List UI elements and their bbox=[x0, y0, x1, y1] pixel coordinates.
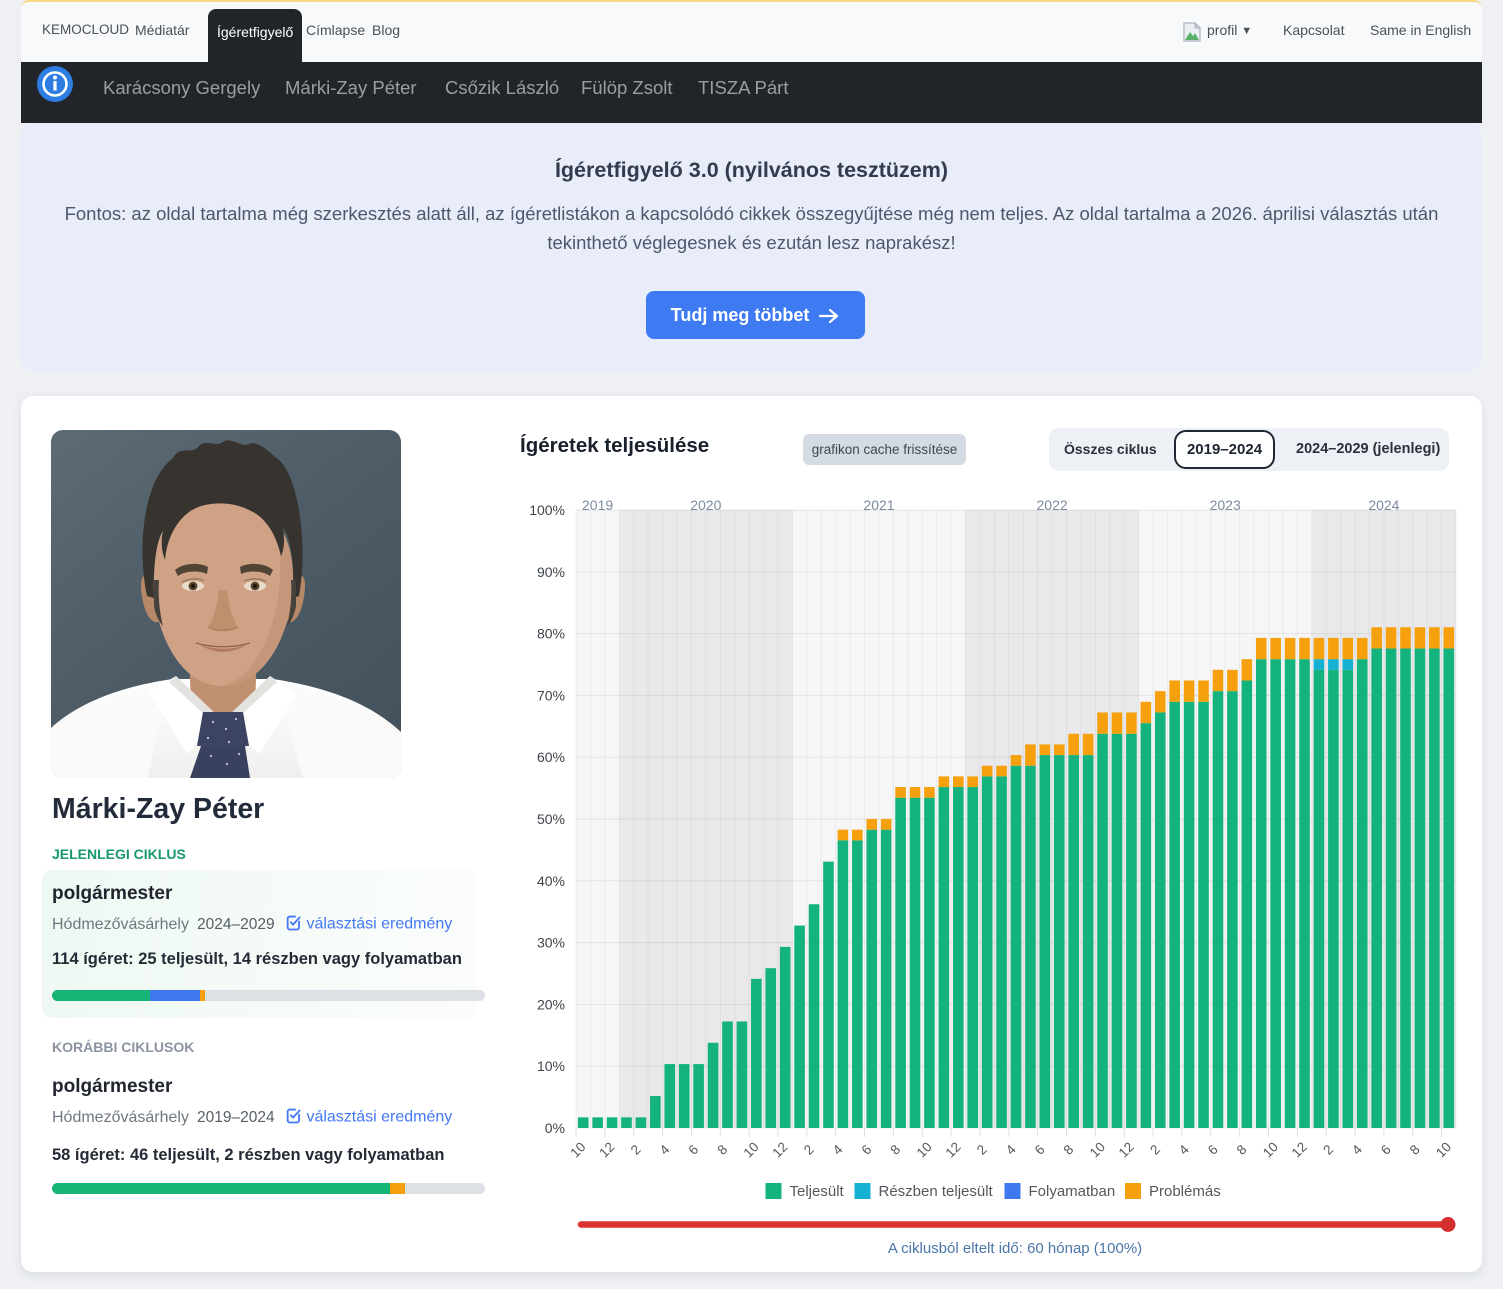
svg-text:2: 2 bbox=[801, 1142, 817, 1158]
svg-text:2021: 2021 bbox=[863, 497, 894, 513]
svg-text:6: 6 bbox=[1205, 1142, 1221, 1158]
svg-text:10: 10 bbox=[914, 1139, 935, 1160]
svg-text:40%: 40% bbox=[537, 873, 565, 889]
svg-text:4: 4 bbox=[1176, 1142, 1192, 1158]
svg-text:2024: 2024 bbox=[1368, 497, 1399, 513]
svg-text:8: 8 bbox=[714, 1142, 730, 1158]
svg-text:Folyamatban: Folyamatban bbox=[1029, 1183, 1116, 1200]
svg-text:12: 12 bbox=[596, 1139, 617, 1160]
svg-text:4: 4 bbox=[1349, 1142, 1365, 1158]
svg-text:A ciklusból eltelt idő: 60 hón: A ciklusból eltelt idő: 60 hónap (100%) bbox=[888, 1240, 1142, 1257]
svg-text:2: 2 bbox=[974, 1142, 990, 1158]
svg-text:10: 10 bbox=[567, 1139, 588, 1160]
svg-text:8: 8 bbox=[1234, 1142, 1250, 1158]
svg-text:80%: 80% bbox=[537, 626, 565, 642]
svg-text:4: 4 bbox=[830, 1142, 846, 1158]
svg-text:8: 8 bbox=[887, 1142, 903, 1158]
svg-text:2: 2 bbox=[628, 1142, 644, 1158]
svg-text:4: 4 bbox=[1003, 1142, 1019, 1158]
svg-text:90%: 90% bbox=[537, 564, 565, 580]
svg-text:6: 6 bbox=[1378, 1142, 1394, 1158]
svg-text:Teljesült: Teljesült bbox=[790, 1183, 845, 1200]
svg-text:0%: 0% bbox=[545, 1120, 565, 1136]
svg-text:10: 10 bbox=[1087, 1139, 1108, 1160]
svg-text:2020: 2020 bbox=[690, 497, 721, 513]
svg-text:2: 2 bbox=[1320, 1142, 1336, 1158]
svg-text:2019: 2019 bbox=[582, 497, 613, 513]
svg-text:6: 6 bbox=[1032, 1142, 1048, 1158]
svg-text:8: 8 bbox=[1061, 1142, 1077, 1158]
svg-text:10: 10 bbox=[1433, 1139, 1454, 1160]
svg-text:8: 8 bbox=[1407, 1142, 1423, 1158]
svg-text:6: 6 bbox=[685, 1142, 701, 1158]
svg-text:10%: 10% bbox=[537, 1058, 565, 1074]
svg-text:60%: 60% bbox=[537, 749, 565, 765]
svg-text:30%: 30% bbox=[537, 935, 565, 951]
svg-text:Részben teljesült: Részben teljesült bbox=[879, 1183, 994, 1200]
svg-text:50%: 50% bbox=[537, 811, 565, 827]
svg-text:2: 2 bbox=[1147, 1142, 1163, 1158]
svg-text:2023: 2023 bbox=[1210, 497, 1241, 513]
svg-text:12: 12 bbox=[1289, 1139, 1310, 1160]
svg-text:12: 12 bbox=[943, 1139, 964, 1160]
svg-text:100%: 100% bbox=[529, 502, 565, 518]
svg-text:2022: 2022 bbox=[1037, 497, 1068, 513]
svg-text:20%: 20% bbox=[537, 996, 565, 1012]
svg-text:10: 10 bbox=[741, 1139, 762, 1160]
svg-text:6: 6 bbox=[859, 1142, 875, 1158]
svg-text:Problémás: Problémás bbox=[1149, 1183, 1221, 1200]
svg-text:12: 12 bbox=[769, 1139, 790, 1160]
svg-text:10: 10 bbox=[1260, 1139, 1281, 1160]
svg-text:12: 12 bbox=[1116, 1139, 1137, 1160]
svg-text:4: 4 bbox=[657, 1142, 673, 1158]
svg-text:70%: 70% bbox=[537, 687, 565, 703]
